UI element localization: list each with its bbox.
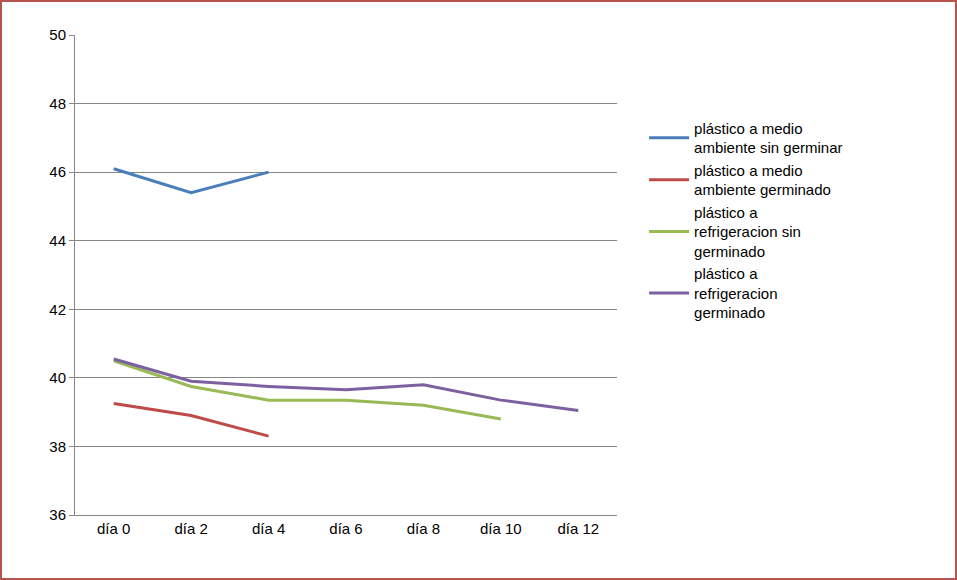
svg-text:42: 42 [49, 301, 66, 318]
svg-text:día 0: día 0 [97, 520, 130, 537]
svg-text:día 8: día 8 [407, 520, 440, 537]
svg-text:plástico a medioambiente germi: plástico a medioambiente germinado [694, 162, 831, 199]
svg-text:40: 40 [49, 369, 66, 386]
svg-text:48: 48 [49, 95, 66, 112]
svg-text:día 2: día 2 [174, 520, 207, 537]
svg-text:plástico arefrigeracion singer: plástico arefrigeracion singerminado [694, 204, 801, 260]
svg-text:38: 38 [49, 438, 66, 455]
svg-text:día 10: día 10 [480, 520, 522, 537]
svg-text:46: 46 [49, 163, 66, 180]
svg-text:50: 50 [49, 26, 66, 43]
svg-text:plástico a medioambiente sin g: plástico a medioambiente sin germinar [694, 120, 842, 156]
svg-text:plástico arefrigeraciongermina: plástico arefrigeraciongerminado [694, 265, 777, 321]
svg-text:44: 44 [49, 232, 66, 249]
svg-text:día 6: día 6 [329, 520, 362, 537]
svg-text:36: 36 [49, 506, 66, 523]
svg-text:día 12: día 12 [557, 520, 599, 537]
svg-text:día 4: día 4 [252, 520, 285, 537]
